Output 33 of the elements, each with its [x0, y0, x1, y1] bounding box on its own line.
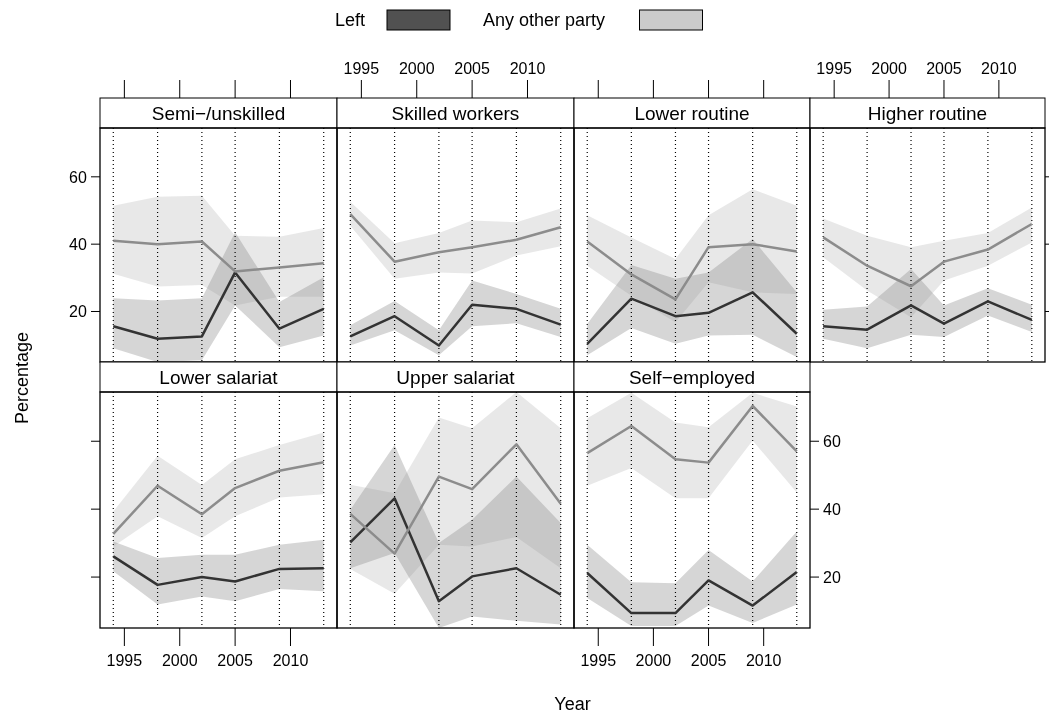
x-tick-label: 1995	[816, 60, 853, 77]
y-tick-label: 40	[69, 236, 87, 254]
x-tick-label: 2010	[509, 60, 546, 77]
x-tick-label: 2000	[161, 652, 198, 669]
legend-label: Any other party	[483, 10, 606, 30]
y-tick-label: 20	[69, 303, 87, 321]
y-tick-label: 20	[823, 569, 841, 587]
y-axis-title: Percentage	[12, 331, 32, 425]
legend-label: Left	[335, 10, 366, 30]
x-tick-label: 2000	[635, 652, 672, 669]
x-tick-label: 2010	[981, 60, 1017, 77]
y-tick-label: 60	[69, 168, 87, 186]
x-tick-label: 2005	[926, 60, 962, 77]
chart-title: Lower salariat	[159, 367, 279, 388]
x-tick-label: 2005	[690, 652, 727, 669]
chart-title: Self−employed	[628, 367, 756, 388]
chart-title: Skilled workers	[391, 103, 520, 124]
x-tick-label: 1995	[580, 652, 617, 669]
chart-title: Upper salariat	[396, 367, 516, 388]
x-tick-label: 2010	[745, 652, 782, 669]
y-tick-label: 60	[823, 433, 841, 451]
x-axis-title: Year	[554, 694, 591, 714]
chart-title: Higher routine	[867, 103, 988, 124]
chart-title: Lower routine	[634, 103, 750, 124]
x-tick-label: 2010	[272, 652, 309, 669]
x-tick-label: 1995	[343, 60, 380, 77]
x-tick-label: 2005	[454, 60, 491, 77]
x-tick-label: 1995	[106, 652, 143, 669]
x-tick-label: 2000	[871, 60, 907, 77]
chart-title: Semi−/unskilled	[151, 103, 286, 124]
y-tick-label: 40	[823, 501, 841, 519]
x-tick-label: 2005	[217, 652, 254, 669]
x-tick-label: 2000	[398, 60, 435, 77]
